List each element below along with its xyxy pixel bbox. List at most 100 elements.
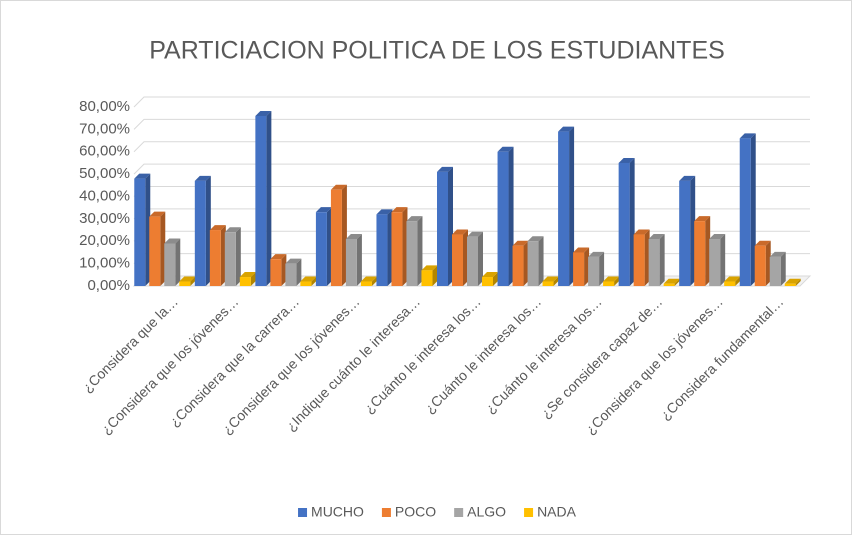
bar-top	[769, 251, 786, 257]
bar	[270, 259, 282, 286]
bar	[149, 216, 161, 286]
bar	[542, 281, 554, 286]
bar-side	[690, 175, 696, 286]
y-tick-label: 0,00%	[87, 277, 130, 294]
bar-side	[432, 265, 438, 286]
bar	[784, 283, 796, 286]
legend-label: NADA	[537, 504, 577, 520]
legend-label: MUCHO	[311, 504, 364, 520]
bar	[179, 281, 191, 286]
bar	[285, 263, 297, 286]
bar-side	[705, 216, 711, 286]
bar	[315, 212, 327, 286]
bar-top	[648, 234, 665, 240]
bar-side	[780, 251, 786, 286]
bar-top	[360, 276, 377, 282]
bar	[679, 180, 691, 286]
bar	[376, 214, 388, 286]
grid-line	[133, 96, 810, 108]
bar-top	[224, 227, 241, 233]
bar-side	[266, 110, 272, 286]
bar-side	[311, 276, 317, 286]
y-tick-label: 30,00%	[79, 210, 130, 227]
bar-top	[391, 207, 408, 213]
bar-top	[679, 175, 696, 181]
bar	[663, 283, 675, 286]
bar-top	[164, 238, 181, 244]
y-tick-label: 60,00%	[79, 143, 130, 160]
bar-top	[558, 126, 575, 132]
bar-top	[573, 247, 590, 253]
bar-top	[179, 276, 196, 282]
bar-top	[512, 240, 529, 246]
bar-side	[356, 234, 362, 286]
bar	[406, 221, 418, 286]
bar-side	[341, 184, 347, 286]
bar	[648, 239, 660, 286]
bar-top	[724, 276, 741, 282]
bar-top	[542, 276, 559, 282]
bar-top	[239, 272, 256, 278]
bar-top	[633, 229, 650, 235]
bar-side	[644, 229, 650, 286]
bar-top	[285, 258, 302, 264]
bar	[497, 151, 509, 286]
bar	[134, 178, 146, 286]
bar-top	[300, 276, 317, 282]
bar-top	[482, 272, 498, 278]
bar	[330, 189, 342, 286]
bar-side	[160, 211, 166, 286]
legend-swatch	[524, 508, 534, 517]
bar-top	[330, 184, 347, 190]
bar-side	[629, 157, 635, 286]
bar-side	[448, 166, 453, 286]
bar-side	[553, 276, 559, 286]
bar-top	[376, 209, 393, 215]
bar-top	[149, 211, 166, 217]
bar-top	[345, 234, 362, 240]
bar-side	[145, 173, 151, 286]
bar-top	[452, 229, 468, 235]
bar	[360, 281, 372, 286]
legend-label: ALGO	[467, 504, 506, 520]
bar-side	[674, 278, 680, 286]
bar-top	[406, 216, 423, 222]
bar-side	[765, 240, 771, 286]
bar-side	[235, 227, 241, 286]
bar-top	[209, 225, 226, 231]
bar-side	[281, 254, 287, 286]
bar	[769, 256, 781, 286]
bar-top	[497, 146, 514, 152]
bar	[709, 239, 721, 286]
bar-side	[735, 276, 741, 286]
bar	[573, 252, 585, 286]
bar-side	[795, 278, 801, 286]
bar-top	[694, 216, 711, 222]
bar-side	[478, 231, 483, 286]
bar	[224, 232, 236, 286]
bar-side	[326, 207, 332, 286]
bar	[527, 241, 539, 286]
bar-side	[371, 276, 377, 286]
bar-side	[205, 175, 211, 286]
bar	[391, 212, 403, 286]
bar	[467, 236, 478, 286]
bar	[558, 131, 570, 286]
bar-side	[220, 225, 226, 286]
y-tick-label: 50,00%	[79, 165, 130, 182]
bar-top	[754, 240, 771, 246]
bar-top	[784, 278, 801, 284]
bar	[512, 245, 524, 286]
bar-side	[584, 247, 590, 286]
bar	[255, 115, 267, 286]
bar	[194, 180, 206, 286]
bar-side	[523, 240, 529, 286]
grid-line	[133, 141, 810, 153]
bar-side	[250, 272, 256, 286]
bar	[164, 243, 176, 286]
bar-top	[663, 278, 680, 284]
bar-side	[659, 234, 665, 286]
bar-side	[720, 234, 726, 286]
bar	[437, 171, 448, 286]
